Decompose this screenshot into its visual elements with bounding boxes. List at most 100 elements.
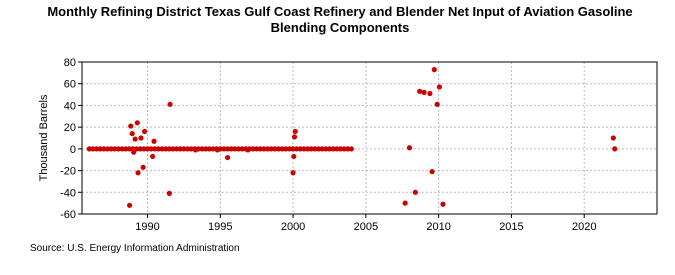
data-point — [206, 146, 212, 152]
data-point — [115, 146, 121, 152]
data-point — [429, 169, 435, 175]
y-tick-label: 0 — [70, 144, 76, 156]
data-point — [192, 147, 199, 153]
data-point — [283, 146, 289, 152]
data-point — [612, 146, 618, 152]
data-point — [261, 146, 267, 152]
source-note: Source: U.S. Energy Information Administ… — [30, 243, 240, 254]
x-tick-label: 2015 — [499, 221, 523, 233]
data-point — [90, 146, 96, 152]
data-point — [610, 135, 616, 141]
x-tick-label: 1990 — [135, 221, 159, 233]
data-point — [239, 146, 245, 152]
x-tick-label: 2005 — [354, 221, 378, 233]
data-point — [417, 88, 423, 94]
data-point — [412, 189, 418, 195]
data-point — [174, 146, 180, 152]
y-axis-label: Thousand Barrels — [38, 94, 50, 181]
data-point — [199, 146, 205, 152]
data-point — [128, 123, 134, 129]
data-point — [129, 131, 135, 137]
data-point — [166, 190, 172, 196]
data-point — [440, 201, 446, 207]
data-point — [210, 146, 216, 152]
y-tick-label: 60 — [64, 79, 76, 91]
data-point — [97, 146, 103, 152]
data-point — [131, 149, 137, 155]
x-tick-label: 2010 — [426, 221, 450, 233]
data-point — [148, 146, 154, 152]
plot-border — [81, 61, 658, 215]
data-point — [431, 67, 437, 73]
data-point — [268, 146, 274, 152]
data-point — [286, 146, 293, 152]
y-tick-label: 40 — [64, 100, 76, 112]
data-point — [275, 146, 282, 152]
x-tick-label: 2020 — [572, 221, 596, 233]
chart-title: Monthly Refining District Texas Gulf Coa… — [47, 4, 633, 35]
data-point — [141, 146, 147, 152]
data-point — [177, 146, 183, 152]
data-point — [184, 146, 191, 152]
data-point — [141, 128, 148, 135]
data-point — [167, 101, 173, 107]
data-point — [436, 84, 442, 90]
data-point — [250, 146, 256, 152]
data-point — [291, 153, 297, 160]
data-point — [163, 146, 169, 152]
data-point — [245, 147, 251, 153]
data-point — [305, 146, 311, 152]
data-point — [144, 146, 151, 152]
y-tick-label: -20 — [60, 166, 76, 178]
y-tick-label: -60 — [60, 209, 76, 221]
data-point — [134, 120, 140, 126]
data-point — [214, 147, 220, 153]
data-point — [151, 138, 157, 144]
data-point — [301, 146, 307, 152]
y-tick-label: 20 — [64, 122, 76, 134]
data-point — [224, 154, 231, 161]
data-point — [170, 146, 176, 152]
data-point — [112, 146, 118, 152]
data-point — [155, 146, 162, 152]
data-point — [126, 146, 132, 152]
data-point — [181, 146, 187, 152]
data-point — [203, 146, 209, 152]
data-point — [221, 146, 227, 152]
data-point — [93, 146, 100, 152]
data-point — [323, 146, 329, 152]
data-point — [402, 200, 408, 206]
x-tick-label: 1995 — [208, 221, 232, 233]
data-point — [228, 146, 234, 152]
data-point — [341, 146, 347, 152]
data-point — [159, 146, 165, 152]
data-point — [279, 146, 285, 152]
data-point — [119, 146, 125, 152]
data-point — [265, 146, 271, 152]
data-point — [132, 136, 138, 142]
data-point — [140, 164, 146, 170]
data-point — [123, 146, 129, 152]
data-point — [421, 89, 427, 95]
data-point — [345, 146, 351, 152]
x-tick-label: 2000 — [281, 221, 305, 233]
data-point — [104, 146, 111, 152]
data-point — [272, 146, 278, 152]
data-point — [326, 146, 333, 152]
data-point — [150, 153, 156, 160]
data-point — [290, 170, 296, 176]
plot-area — [82, 62, 657, 214]
data-point — [235, 146, 242, 152]
data-point — [294, 146, 300, 152]
data-point — [337, 146, 343, 152]
y-tick-label: 80 — [64, 57, 76, 69]
y-tick-label: -40 — [60, 187, 76, 199]
data-point — [166, 146, 172, 152]
data-point — [330, 146, 336, 152]
data-point — [101, 146, 107, 152]
data-point — [297, 146, 303, 152]
data-point — [127, 202, 133, 208]
data-point — [312, 146, 318, 152]
